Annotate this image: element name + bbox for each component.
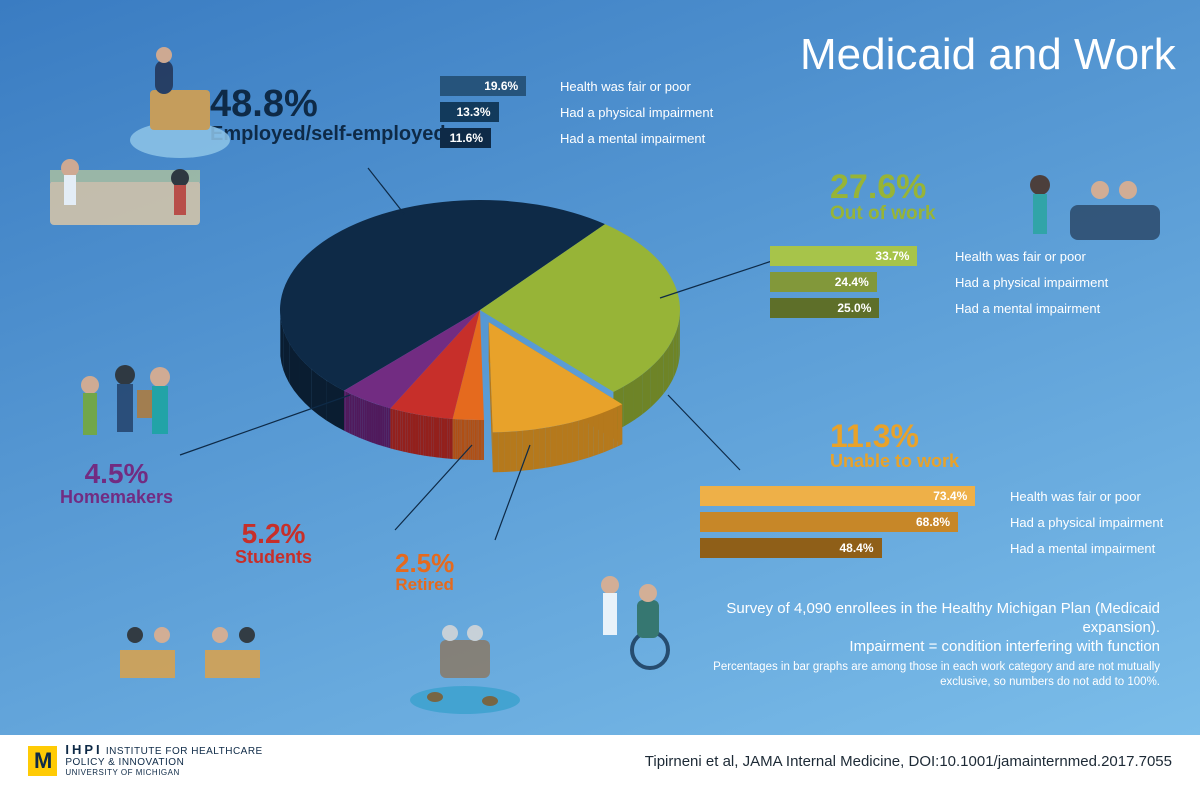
bar-row: 48.4% Had a mental impairment bbox=[700, 537, 1163, 559]
bar-fill: 25.0% bbox=[770, 298, 879, 318]
bars-employed: 19.6% Health was fair or poor 13.3% Had … bbox=[440, 75, 713, 153]
bar-label: Had a physical impairment bbox=[1010, 515, 1163, 530]
ihpi-logo: M IHPI INSTITUTE FOR HEALTHCARE POLICY &… bbox=[28, 743, 263, 779]
illus-outofwork bbox=[1010, 150, 1170, 260]
category-unable: 11.3% Unable to work bbox=[830, 420, 959, 472]
ihpi-m-block: M bbox=[28, 746, 57, 776]
ihpi-text: IHPI INSTITUTE FOR HEALTHCARE POLICY & I… bbox=[65, 743, 262, 779]
bar-fill: 33.7% bbox=[770, 246, 917, 266]
bar-fill: 13.3% bbox=[440, 102, 499, 122]
category-homemakers: 4.5% Homemakers bbox=[60, 460, 173, 508]
bar-fill: 73.4% bbox=[700, 486, 975, 506]
bars-unable: 73.4% Health was fair or poor 68.8% Had … bbox=[700, 485, 1163, 563]
bar-row: 13.3% Had a physical impairment bbox=[440, 101, 713, 123]
bar-label: Health was fair or poor bbox=[560, 79, 691, 94]
footer: M IHPI INSTITUTE FOR HEALTHCARE POLICY &… bbox=[0, 735, 1200, 787]
illus-students bbox=[100, 585, 290, 715]
ihpi-name1: INSTITUTE FOR HEALTHCARE bbox=[106, 746, 263, 757]
illus-unable bbox=[555, 555, 705, 675]
bar-label: Had a physical impairment bbox=[560, 105, 713, 120]
category-retired: 2.5% Retired bbox=[395, 550, 454, 595]
citation: Tipirneni et al, JAMA Internal Medicine,… bbox=[645, 753, 1172, 770]
bar-fill: 24.4% bbox=[770, 272, 877, 292]
pie-chart bbox=[220, 140, 740, 525]
category-outofwork: 27.6% Out of work bbox=[830, 170, 936, 225]
infographic-canvas: Medicaid and Work 48.8% Employed/self-em… bbox=[0, 0, 1200, 787]
illus-cafe bbox=[40, 130, 220, 240]
illus-homemakers bbox=[55, 335, 205, 465]
footnote-line1: Survey of 4,090 enrollees in the Healthy… bbox=[700, 600, 1160, 638]
footnote-line2: Impairment = condition interfering with … bbox=[700, 638, 1160, 657]
page-title: Medicaid and Work bbox=[800, 30, 1176, 80]
category-students: 5.2% Students bbox=[235, 520, 312, 568]
bar-row: 11.6% Had a mental impairment bbox=[440, 127, 713, 149]
bar-label: Had a mental impairment bbox=[1010, 541, 1155, 556]
bar-fill: 48.4% bbox=[700, 538, 882, 558]
bar-row: 24.4% Had a physical impairment bbox=[770, 271, 1108, 293]
pie-svg bbox=[220, 140, 740, 520]
bar-row: 73.4% Health was fair or poor bbox=[700, 485, 1163, 507]
bar-row: 25.0% Had a mental impairment bbox=[770, 297, 1108, 319]
bar-fill: 68.8% bbox=[700, 512, 958, 532]
bar-row: 19.6% Health was fair or poor bbox=[440, 75, 713, 97]
bar-row: 68.8% Had a physical impairment bbox=[700, 511, 1163, 533]
bar-label: Had a mental impairment bbox=[955, 301, 1100, 316]
bar-label: Had a physical impairment bbox=[955, 275, 1108, 290]
ihpi-name2: POLICY & INNOVATION bbox=[65, 757, 184, 768]
ihpi-tag: IHPI bbox=[65, 742, 102, 757]
bar-label: Had a mental impairment bbox=[560, 131, 705, 146]
footnote-line3: Percentages in bar graphs are among thos… bbox=[700, 660, 1160, 689]
illus-retired bbox=[395, 605, 555, 715]
category-employed: 48.8% Employed/self-employed bbox=[210, 85, 446, 145]
bar-fill: 11.6% bbox=[440, 128, 491, 148]
footnotes: Survey of 4,090 enrollees in the Healthy… bbox=[700, 600, 1160, 689]
bar-label: Health was fair or poor bbox=[1010, 489, 1141, 504]
ihpi-name3: UNIVERSITY OF MICHIGAN bbox=[65, 768, 179, 777]
bar-fill: 19.6% bbox=[440, 76, 526, 96]
